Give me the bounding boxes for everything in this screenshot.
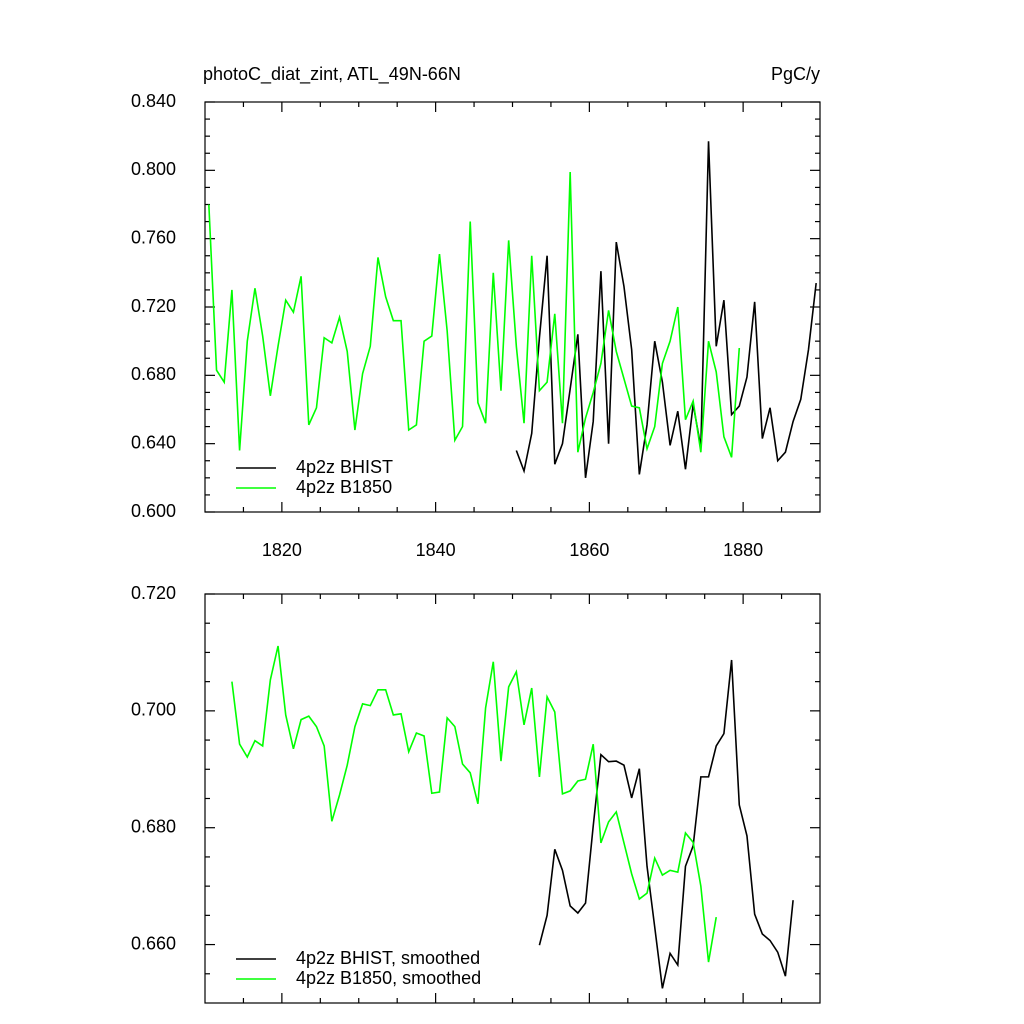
legend-label: 4p2z BHIST, smoothed (296, 948, 480, 968)
units-label: PgC/y (771, 64, 820, 84)
data-line (538, 659, 794, 989)
data-line (231, 645, 718, 963)
y-tick-label: 0.680 (131, 816, 176, 836)
data-line (208, 172, 741, 458)
x-tick-label: 1840 (416, 540, 456, 560)
y-tick-label: 0.640 (131, 432, 176, 452)
plot-frame (204, 101, 821, 513)
y-tick-label: 0.760 (131, 227, 176, 247)
y-tick-label: 0.720 (131, 296, 176, 316)
legend-label: 4p2z B1850 (296, 477, 392, 497)
y-tick-label: 0.840 (131, 91, 176, 111)
legend-label: 4p2z BHIST (296, 457, 393, 477)
legend-label: 4p2z B1850, smoothed (296, 968, 481, 988)
y-tick-label: 0.700 (131, 700, 176, 720)
x-tick-label: 1860 (569, 540, 609, 560)
x-tick-label: 1820 (262, 540, 302, 560)
y-tick-label: 0.600 (131, 501, 176, 521)
data-line (515, 141, 817, 478)
y-tick-label: 0.660 (131, 933, 176, 953)
x-tick-label: 1880 (723, 540, 763, 560)
y-tick-label: 0.680 (131, 364, 176, 384)
plot-frame (204, 593, 821, 1004)
y-tick-label: 0.720 (131, 583, 176, 603)
y-tick-label: 0.800 (131, 159, 176, 179)
chart-title: photoC_diat_zint, ATL_49N-66N (203, 64, 461, 85)
